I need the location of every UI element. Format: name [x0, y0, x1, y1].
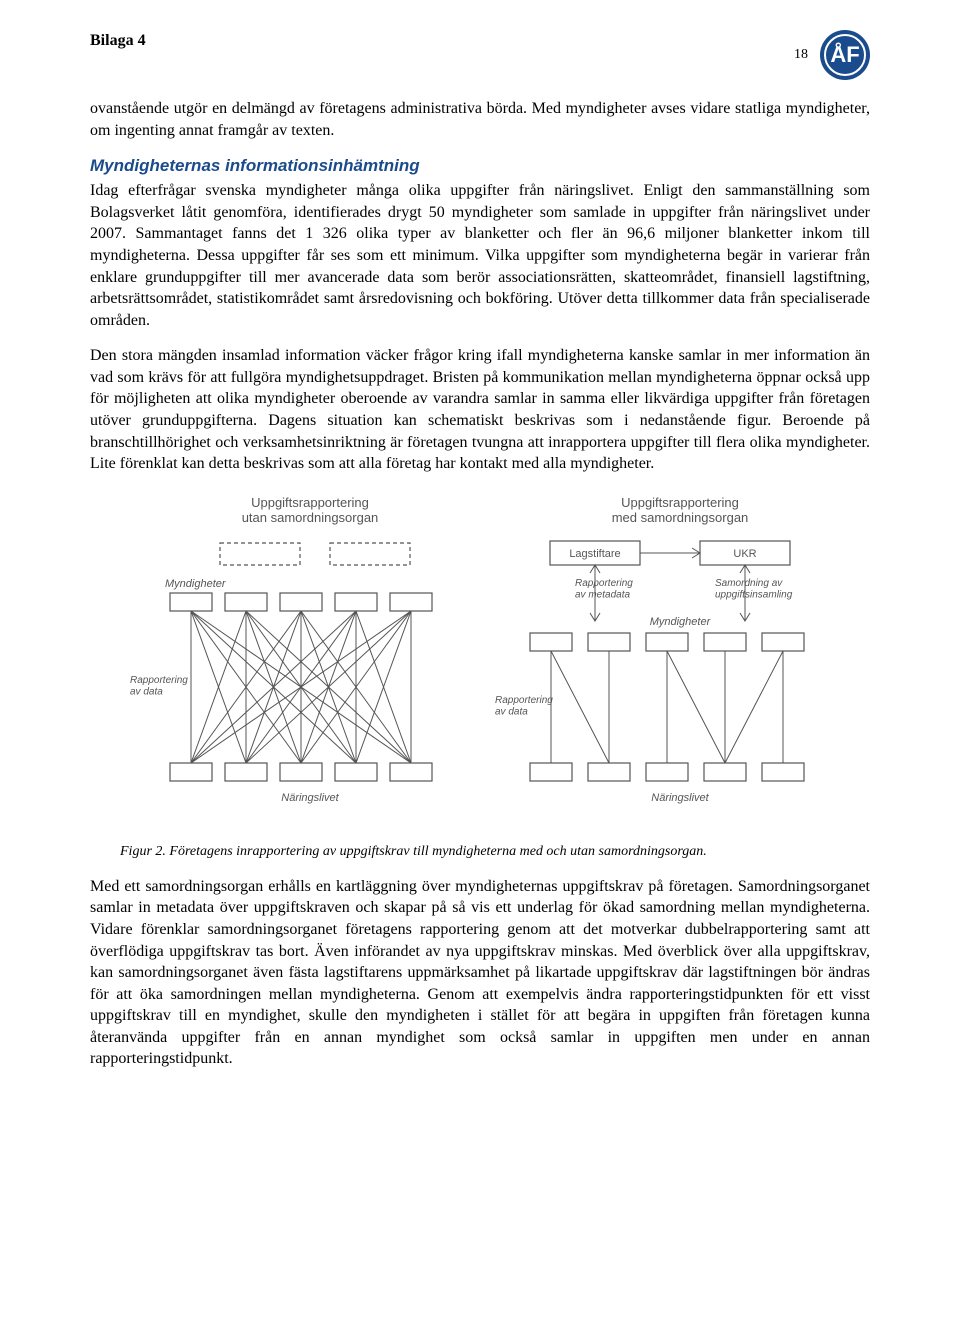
paragraph-3: Den stora mängden insamlad information v…: [90, 345, 870, 475]
svg-text:Uppgiftsrapporteringmed samord: Uppgiftsrapporteringmed samordningsorgan: [612, 495, 749, 525]
page-number: 18: [794, 46, 808, 65]
svg-text:Myndigheter: Myndigheter: [650, 616, 712, 628]
section-heading: Myndigheternas informationsinhämtning: [90, 155, 870, 178]
figure-2: Uppgiftsrapporteringutan samordningsorga…: [90, 493, 870, 862]
svg-text:UKR: UKR: [733, 548, 756, 560]
svg-text:Rapporteringav data: Rapporteringav data: [495, 695, 553, 718]
svg-text:Myndigheter: Myndigheter: [165, 578, 227, 590]
bilaga-label: Bilaga 4: [90, 30, 146, 52]
figure-2-svg: Uppgiftsrapporteringutan samordningsorga…: [120, 493, 840, 833]
paragraph-1: ovanstående utgör en delmängd av företag…: [90, 98, 870, 141]
svg-text:Rapporteringav data: Rapporteringav data: [130, 675, 188, 698]
svg-text:Näringslivet: Näringslivet: [281, 792, 339, 804]
svg-text:Uppgiftsrapporteringutan samor: Uppgiftsrapporteringutan samordningsorga…: [242, 495, 379, 525]
af-logo-icon: ÅF: [820, 30, 870, 80]
svg-text:Rapporteringav metadata: Rapporteringav metadata: [575, 578, 633, 601]
page-num-logo: 18 ÅF: [794, 30, 870, 80]
paragraph-4: Med ett samordningsorgan erhålls en kart…: [90, 876, 870, 1070]
svg-text:Lagstiftare: Lagstiftare: [569, 548, 620, 560]
svg-text:Samordning avuppgiftsinsamling: Samordning avuppgiftsinsamling: [715, 578, 793, 601]
svg-text:Näringslivet: Näringslivet: [651, 792, 709, 804]
paragraph-2: Idag efterfrågar svenska myndigheter mån…: [90, 180, 870, 331]
page-header: Bilaga 4 18 ÅF: [90, 30, 870, 80]
figure-2-caption: Figur 2. Företagens inrapportering av up…: [120, 843, 870, 862]
